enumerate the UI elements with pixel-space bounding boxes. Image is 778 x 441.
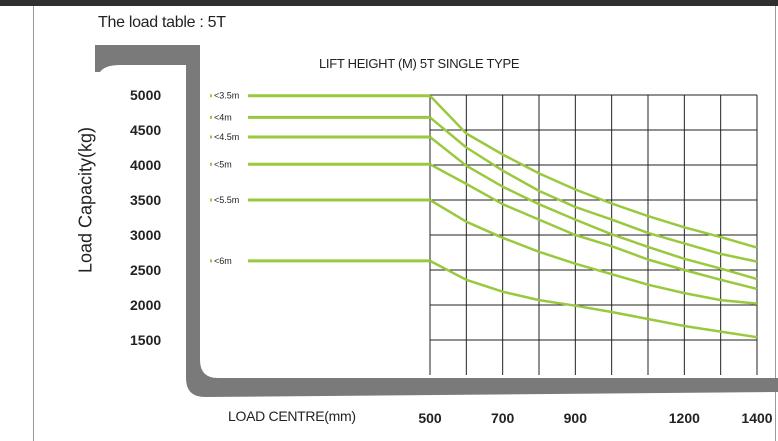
frame-left-border bbox=[33, 6, 34, 441]
series-label: <4.5m bbox=[214, 132, 239, 142]
series-line bbox=[429, 94, 758, 249]
page-title: The load table : 5T bbox=[98, 14, 226, 31]
x-tick-label: 500 bbox=[418, 410, 442, 426]
y-tick-label: 1500 bbox=[130, 332, 161, 348]
series-label: <6m bbox=[214, 256, 232, 266]
series-line bbox=[429, 163, 758, 291]
y-tick-label: 2500 bbox=[130, 262, 161, 278]
series-label-bg bbox=[212, 194, 248, 206]
y-tick-label: 5000 bbox=[130, 87, 161, 103]
y-tick-label: 3500 bbox=[130, 192, 161, 208]
top-bar bbox=[0, 0, 778, 6]
series-line bbox=[429, 198, 758, 305]
y-tick-label: 3000 bbox=[130, 227, 161, 243]
series-label: <5m bbox=[214, 159, 232, 169]
series-label-bg bbox=[212, 158, 248, 171]
series-label-bg bbox=[212, 131, 248, 143]
x-tick-label: 1400 bbox=[741, 410, 772, 426]
y-tick-label: 4000 bbox=[130, 157, 161, 173]
series-label-bg bbox=[212, 89, 248, 102]
series-line bbox=[429, 136, 758, 281]
series-label-bg bbox=[212, 254, 248, 267]
series-label: <4m bbox=[214, 112, 232, 122]
y-tick-label: 2000 bbox=[130, 297, 161, 313]
fork-silhouette bbox=[95, 45, 778, 397]
y-tick-label: 4500 bbox=[130, 122, 161, 138]
x-tick-label: 700 bbox=[491, 410, 515, 426]
chart-title: LIFT HEIGHT (M) 5T SINGLE TYPE bbox=[319, 56, 520, 71]
x-tick-label: 900 bbox=[564, 410, 588, 426]
series-line bbox=[429, 116, 758, 263]
frame-right-border bbox=[775, 6, 776, 441]
x-tick-label: 1200 bbox=[669, 410, 700, 426]
series-label: <3.5m bbox=[214, 91, 239, 101]
series-label-bg bbox=[212, 111, 248, 124]
x-axis-label: LOAD CENTRE(mm) bbox=[228, 408, 356, 424]
series-label: <5.5m bbox=[214, 195, 239, 205]
series-line bbox=[429, 259, 758, 339]
